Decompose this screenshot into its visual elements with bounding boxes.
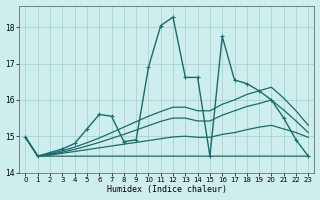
X-axis label: Humidex (Indice chaleur): Humidex (Indice chaleur) (107, 185, 227, 194)
